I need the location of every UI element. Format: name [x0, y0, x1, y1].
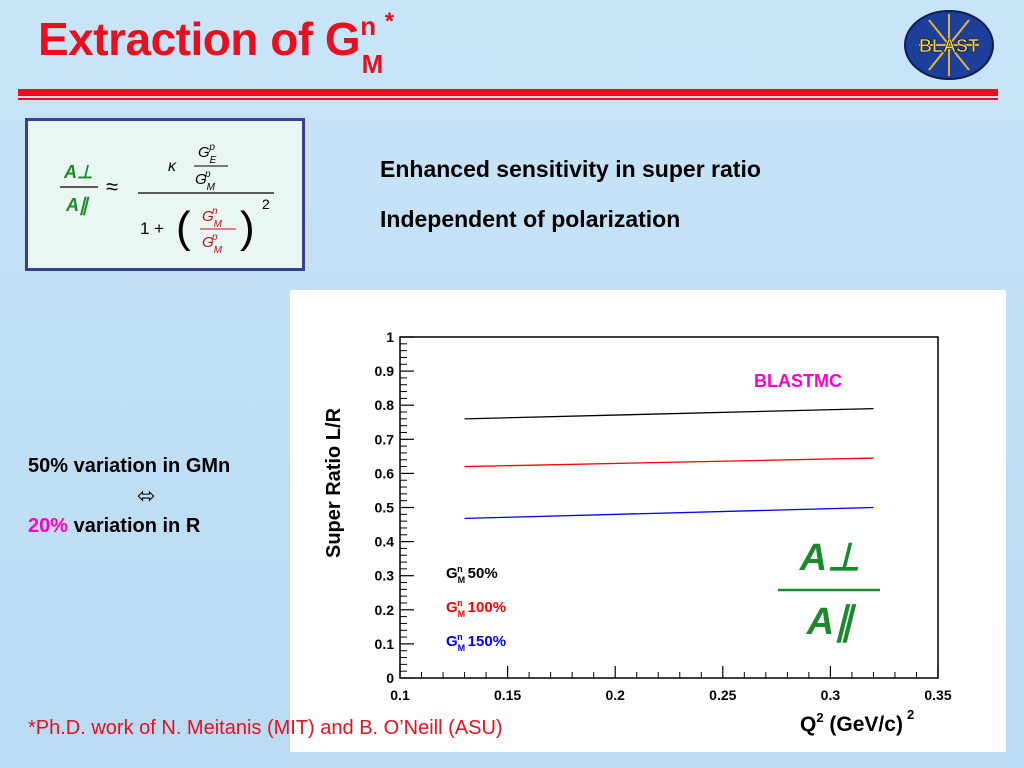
svg-text:GMp: GMp: [195, 169, 216, 193]
y-tick-label: 0: [386, 670, 394, 686]
legend-entry: GMn 150%: [446, 632, 506, 653]
y-tick-label: 0.1: [375, 636, 395, 652]
title-star: *: [384, 8, 394, 35]
title-sup: n: [360, 10, 376, 41]
formula-power: 2: [262, 196, 270, 212]
plot-panel: Super Ratio L/R Q2 (GeV/c) 2 BLASTMC A⊥ A…: [290, 290, 1006, 752]
title-rule-thick: [18, 89, 998, 96]
series-line: [464, 457, 874, 468]
svg-text:(: (: [176, 203, 191, 252]
side-note-line1: 50% variation in GMn: [28, 455, 231, 477]
x-tick-label: 0.2: [605, 687, 625, 703]
slide-title: Extraction of GnM*: [38, 8, 394, 79]
side-note-pct: 20%: [28, 515, 69, 537]
svg-text:): ): [240, 203, 255, 252]
x-tick-label: 0.35: [924, 687, 951, 703]
x-tick-label: 0.3: [821, 687, 841, 703]
side-note-rest: variation in R: [68, 515, 201, 537]
title-sub: M: [361, 49, 384, 80]
series-line: [464, 407, 874, 420]
svg-text:GEp: GEp: [198, 142, 217, 166]
x-axis-label: Q2 (GeV/c) 2: [800, 707, 914, 736]
footnote: *Ph.D. work of N. Meitanis (MIT) and B. …: [28, 717, 503, 739]
formula-denominator: A∥: [65, 195, 90, 216]
title-rule-thin: [18, 98, 998, 100]
y-tick-label: 0.7: [375, 431, 395, 447]
formula-numerator: A⊥: [63, 162, 93, 182]
formula-kappa: κ: [168, 158, 177, 175]
blast-logo: BLAST: [904, 10, 994, 80]
formula-approx: ≈: [106, 174, 118, 199]
y-tick-label: 0.8: [375, 397, 395, 413]
side-note-line3: 20% variation in R: [28, 515, 200, 538]
formula-box: A⊥ A∥ ≈ κ GEp GMp 1 + ( GMn GMp ) 2: [25, 118, 305, 271]
y-axis-label: Super Ratio L/R: [323, 407, 345, 558]
y-tick-label: 1: [386, 329, 394, 345]
bullet-2: Independent of polarization: [380, 206, 681, 232]
bullet-1: Enhanced sensitivity in super ratio: [380, 156, 761, 182]
blastmc-annotation: BLASTMC: [754, 371, 842, 391]
x-tick-label: 0.25: [709, 687, 736, 703]
y-tick-label: 0.6: [375, 465, 395, 481]
inset-numerator: A⊥: [799, 537, 861, 579]
logo-text: BLAST: [919, 36, 979, 56]
svg-text:GMn: GMn: [202, 206, 223, 230]
series-line: [464, 506, 874, 520]
y-tick-label: 0.4: [375, 534, 395, 550]
y-tick-label: 0.5: [375, 500, 395, 516]
title-main: Extraction of G: [38, 13, 361, 65]
legend-entry: GMn 100%: [446, 598, 506, 619]
legend-entry: GMn 50%: [446, 564, 498, 585]
formula-svg: A⊥ A∥ ≈ κ GEp GMp 1 + ( GMn GMp ) 2: [60, 142, 274, 256]
y-tick-label: 0.3: [375, 568, 395, 584]
x-tick-label: 0.15: [494, 687, 521, 703]
svg-text:GMp: GMp: [202, 232, 223, 256]
y-tick-label: 0.9: [375, 363, 395, 379]
x-tick-label: 0.1: [390, 687, 410, 703]
super-ratio-chart: Super Ratio L/R Q2 (GeV/c) 2 BLASTMC A⊥ A…: [323, 329, 952, 736]
inset-denominator: A∥: [806, 601, 857, 643]
formula-one-plus: 1 +: [140, 219, 164, 238]
y-tick-label: 0.2: [375, 602, 395, 618]
equivalence-arrow-icon: ⬄: [137, 483, 156, 508]
